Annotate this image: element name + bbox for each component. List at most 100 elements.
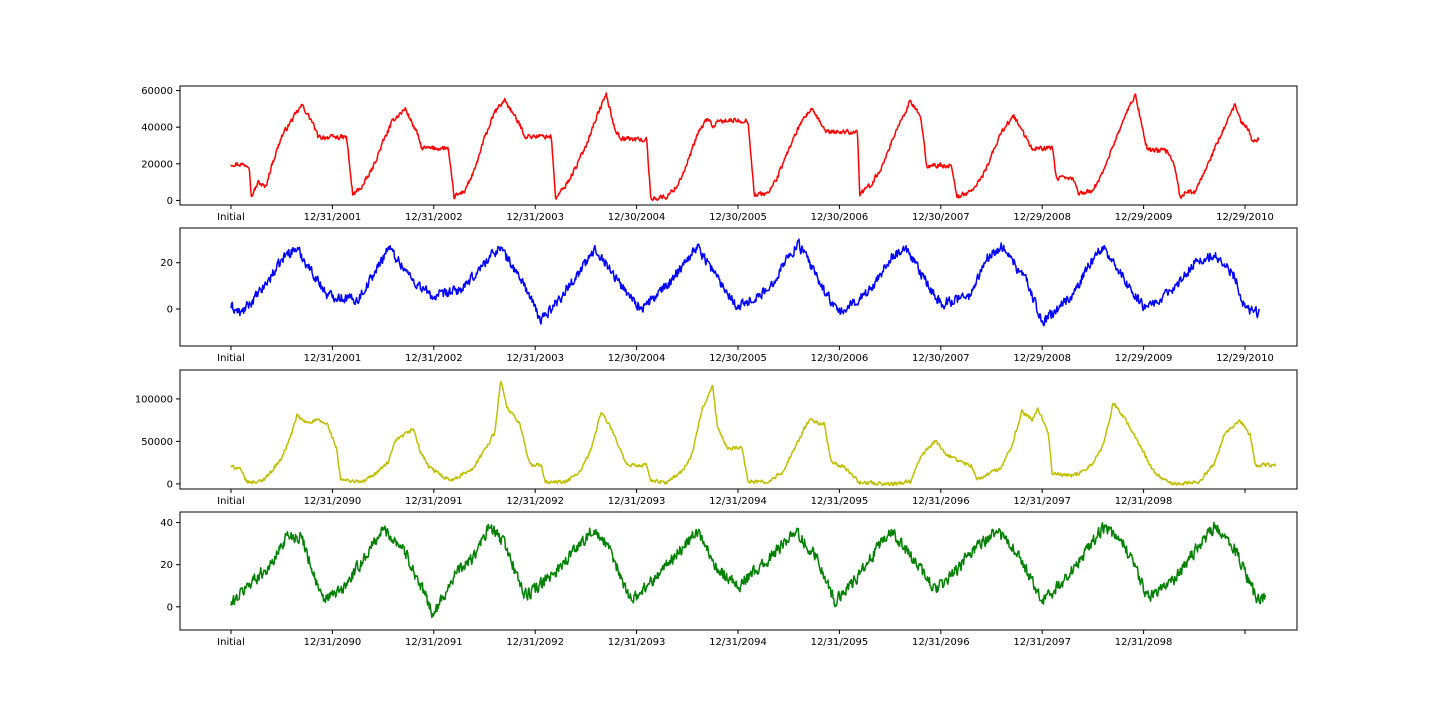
x-tick-label: Initial — [217, 637, 245, 648]
x-tick: 12/30/2006 — [811, 205, 869, 223]
x-tick-label: 12/31/2092 — [506, 496, 564, 507]
x-tick: 12/31/2093 — [608, 489, 665, 507]
axes-frame — [179, 511, 1298, 631]
series-line — [230, 521, 1267, 619]
x-tick-label: Initial — [217, 353, 245, 364]
x-tick-label: 12/31/2097 — [1013, 637, 1071, 648]
axes-frame — [179, 369, 1298, 490]
chart-panel-1: 0 20000 40000 60000 Initial 12/31/2001 12/31/2… — [141, 85, 1298, 223]
y-tick: 20000 — [141, 159, 180, 170]
x-tick: 12/31/2002 — [405, 205, 463, 223]
y-tick-label: 60000 — [141, 86, 173, 97]
x-tick: 12/31/2096 — [912, 489, 970, 507]
y-tick-label: 40 — [160, 518, 173, 529]
x-tick: 12/31/2002 — [405, 346, 463, 364]
x-tick: 12/29/2010 — [1216, 346, 1274, 364]
x-tick-label: 12/31/2098 — [1115, 637, 1173, 648]
series-line — [230, 92, 1260, 202]
x-tick-label: 12/29/2008 — [1013, 212, 1071, 223]
x-tick: 12/31/2090 — [304, 489, 362, 507]
y-tick: 20 — [160, 560, 180, 571]
x-tick: 12/31/2003 — [506, 346, 564, 364]
x-tick: 12/31/2092 — [506, 489, 564, 507]
x-tick-label: 12/30/2006 — [811, 353, 869, 364]
x-tick: 12/31/2094 — [709, 630, 767, 648]
x-tick-label: 12/31/2090 — [304, 496, 362, 507]
y-tick: 0 — [167, 602, 180, 613]
x-tick-label: Initial — [217, 496, 245, 507]
x-tick-label: 12/31/2094 — [709, 637, 767, 648]
x-tick: 12/31/2090 — [304, 630, 362, 648]
y-tick-label: 20 — [160, 258, 173, 269]
x-tick: 12/31/2097 — [1013, 630, 1071, 648]
series-line — [230, 238, 1260, 327]
x-tick: Initial — [217, 205, 245, 223]
x-tick: 12/29/2008 — [1013, 205, 1071, 223]
y-tick: 0 — [167, 196, 180, 207]
x-tick: 12/30/2007 — [912, 346, 970, 364]
x-tick-label: 12/31/2002 — [405, 353, 463, 364]
x-tick-label: 12/30/2006 — [811, 212, 869, 223]
chart-panel-3: 0 50000 100000 Initial 12/31/2090 12/31/2091 1… — [135, 369, 1298, 507]
x-tick-label: 12/31/2096 — [912, 637, 970, 648]
x-tick-label: 12/30/2007 — [912, 353, 970, 364]
x-tick: 12/31/2093 — [608, 630, 665, 648]
x-tick-label: 12/30/2005 — [709, 353, 767, 364]
y-tick-label: 0 — [167, 196, 173, 207]
x-tick-label: 12/29/2010 — [1216, 353, 1274, 364]
x-tick: 12/31/2092 — [506, 630, 564, 648]
x-tick: 12/30/2006 — [811, 346, 869, 364]
x-tick: 12/29/2009 — [1115, 346, 1173, 364]
x-tick-label: 12/31/2003 — [506, 212, 564, 223]
y-tick: 0 — [167, 479, 180, 490]
x-tick-label: 12/31/2095 — [811, 637, 869, 648]
y-tick: 60000 — [141, 86, 180, 97]
y-tick: 0 — [167, 304, 180, 315]
axes-frame — [179, 227, 1298, 347]
y-tick-label: 40000 — [141, 123, 173, 134]
x-tick-label: 12/31/2092 — [506, 637, 564, 648]
x-tick: Initial — [217, 346, 245, 364]
x-tick-label: 12/31/2095 — [811, 496, 869, 507]
x-tick-label: 12/31/2098 — [1115, 496, 1173, 507]
x-tick-label: 12/31/2001 — [304, 353, 362, 364]
x-tick: 12/31/2095 — [811, 630, 869, 648]
x-tick-label: 12/31/2094 — [709, 496, 767, 507]
x-tick: 12/30/2004 — [608, 346, 665, 364]
chart-panel-4: 0 20 40 Initial 12/31/2090 12/31/2091 12/31/20… — [160, 511, 1298, 648]
x-tick: 12/31/2098 — [1115, 630, 1173, 648]
y-tick-label: 0 — [167, 304, 173, 315]
x-tick-label: 12/31/2096 — [912, 496, 970, 507]
x-tick-label: 12/30/2005 — [709, 212, 767, 223]
x-tick: 12/31/2098 — [1115, 489, 1173, 507]
x-tick: 12/31/2097 — [1013, 489, 1071, 507]
x-tick: 12/29/2009 — [1115, 205, 1173, 223]
x-tick: 12/31/2091 — [405, 489, 463, 507]
x-tick: 12/31/2001 — [304, 346, 362, 364]
x-tick-label: 12/31/2001 — [304, 212, 362, 223]
y-tick-label: 20000 — [141, 159, 173, 170]
x-tick-label: 12/29/2008 — [1013, 353, 1071, 364]
x-tick-label: 12/29/2009 — [1115, 212, 1173, 223]
y-tick-label: 20 — [160, 560, 173, 571]
x-tick: 12/29/2010 — [1216, 205, 1274, 223]
chart-panel-2: 0 20 Initial 12/31/2001 12/31/2002 12/31/2003… — [160, 227, 1298, 364]
x-tick-label: 12/31/2097 — [1013, 496, 1071, 507]
series-line — [230, 380, 1277, 487]
x-tick: 12/30/2007 — [912, 205, 970, 223]
y-tick: 50000 — [141, 437, 180, 448]
x-tick-label: 12/31/2003 — [506, 353, 564, 364]
x-tick: 12/30/2005 — [709, 205, 767, 223]
y-tick-label: 0 — [167, 479, 173, 490]
x-tick: Initial — [217, 489, 245, 507]
x-tick: 12/31/2096 — [912, 630, 970, 648]
x-tick: 12/31/2091 — [405, 630, 463, 648]
x-tick: 12/31/2094 — [709, 489, 767, 507]
x-tick: 12/30/2004 — [608, 205, 665, 223]
y-tick: 40 — [160, 518, 180, 529]
x-tick-label: 12/31/2090 — [304, 637, 362, 648]
x-tick-label: 12/31/2091 — [405, 496, 463, 507]
x-tick-label: 12/29/2009 — [1115, 353, 1173, 364]
x-tick: 12/31/2095 — [811, 489, 869, 507]
